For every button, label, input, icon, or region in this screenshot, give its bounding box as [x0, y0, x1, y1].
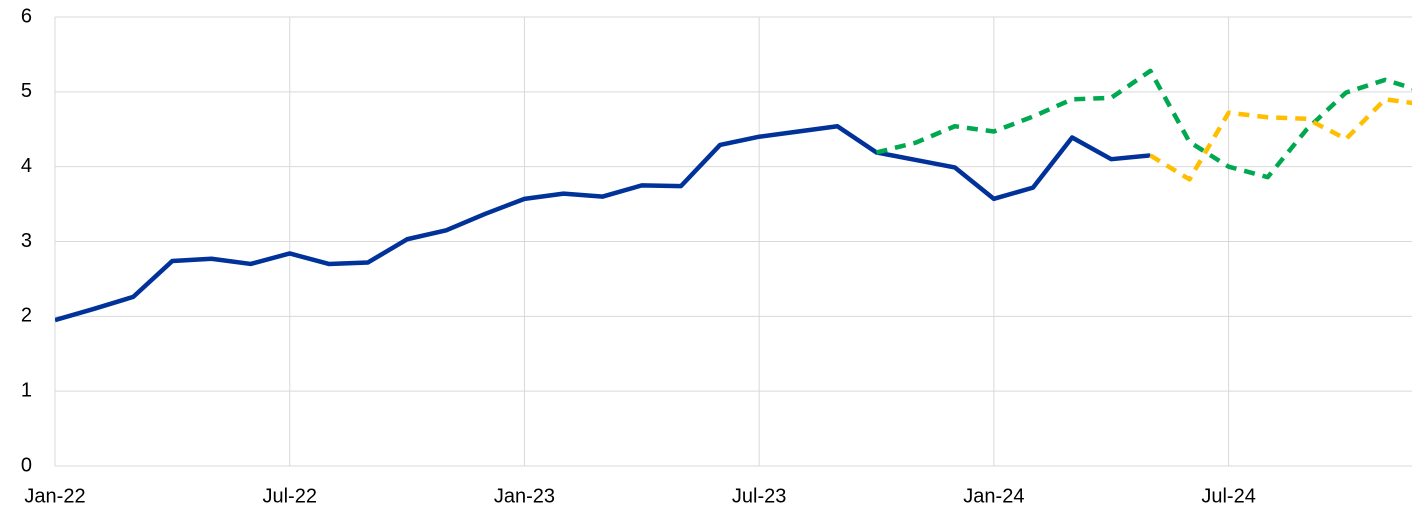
y-tick-label: 4 [21, 155, 32, 177]
x-tick-label: Jan-23 [494, 485, 555, 507]
line-series [875, 68, 1412, 180]
y-tick-label: 3 [21, 230, 32, 252]
y-tick-label: 6 [21, 5, 32, 27]
x-tick-label: Jan-24 [963, 485, 1024, 507]
x-tick-label: Jul-23 [732, 485, 786, 507]
y-tick-label: 5 [21, 80, 32, 102]
y-tick-label: 1 [21, 379, 32, 401]
y-tick-label: 2 [21, 305, 32, 327]
x-tick-label: Jul-24 [1201, 485, 1255, 507]
y-tick-label: 0 [21, 454, 32, 476]
line-series [1149, 97, 1412, 182]
plot-area [55, 68, 1412, 323]
x-tick-label: Jul-22 [262, 485, 316, 507]
line-series [55, 124, 1151, 323]
x-tick-label: Jan-22 [24, 485, 85, 507]
